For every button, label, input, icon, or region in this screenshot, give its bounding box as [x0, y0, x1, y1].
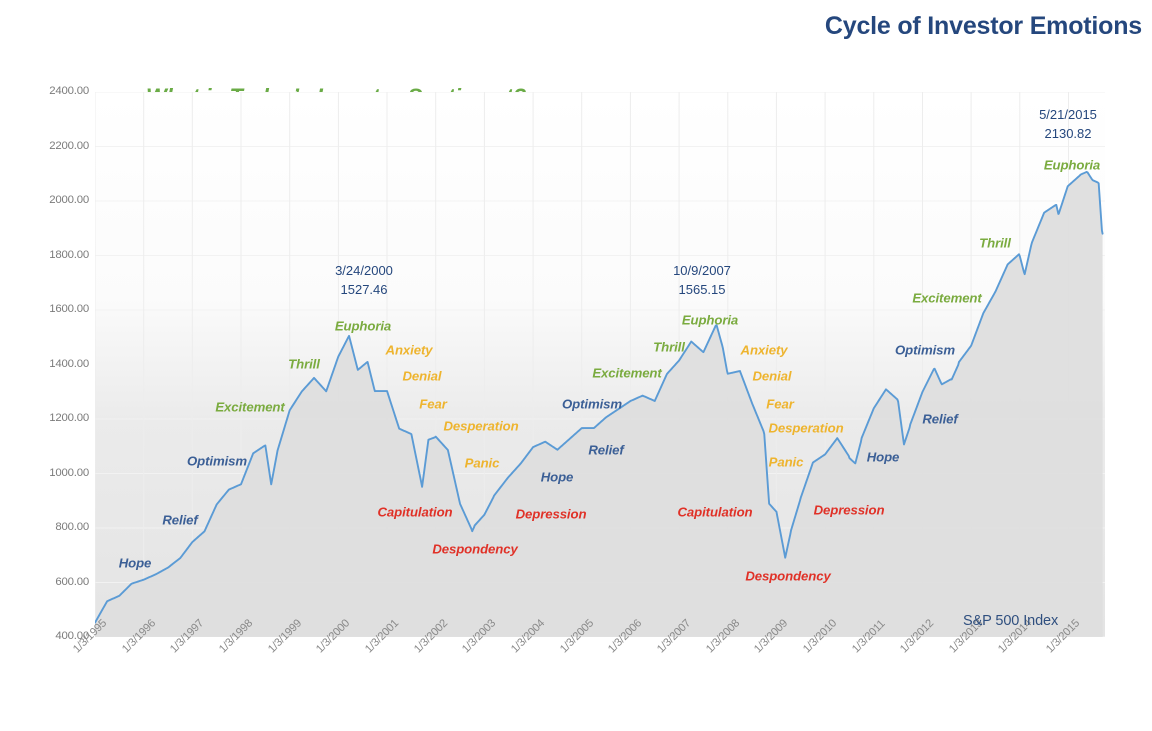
emotion-label-excitement-1: Excitement: [215, 399, 285, 415]
y-axis-tick: 2000.00: [49, 194, 89, 206]
emotion-label-denial-1: Denial: [402, 368, 442, 384]
emotion-label-relief-1: Relief: [162, 512, 198, 528]
peak-date: 5/21/2015: [1039, 107, 1097, 122]
emotion-label-despondency-2: Despondency: [745, 568, 831, 584]
emotion-label-fear-1: Fear: [419, 396, 447, 412]
emotion-label-desperation-1: Desperation: [443, 418, 519, 434]
peak-value: 2130.82: [1044, 125, 1092, 141]
emotion-label-thrill-2: Thrill: [653, 339, 685, 355]
series-legend-label: S&P 500 Index: [963, 613, 1059, 629]
peak-callout-peak-2015: 5/21/2015 2130.82: [1039, 106, 1097, 144]
y-axis-tick: 1400.00: [49, 357, 89, 370]
emotion-label-fear-2: Fear: [766, 396, 794, 412]
emotion-label-optimism-1: Optimism: [186, 453, 248, 469]
emotion-label-relief-2: Relief: [588, 442, 624, 458]
emotion-label-euphoria-3: Euphoria: [1043, 157, 1101, 173]
peak-callout-peak-2000: 3/24/2000 1527.46: [335, 262, 393, 300]
peak-callout-peak-2007: 10/9/2007 1565.15: [673, 262, 731, 300]
emotion-label-hope-2: Hope: [540, 469, 574, 485]
emotion-label-optimism-2: Optimism: [561, 396, 623, 412]
peak-value: 1527.46: [340, 281, 388, 297]
peak-value: 1565.15: [678, 281, 726, 297]
emotion-label-anxiety-1: Anxiety: [385, 342, 433, 358]
emotion-label-anxiety-2: Anxiety: [740, 342, 788, 358]
emotion-label-euphoria-1: Euphoria: [334, 318, 392, 334]
y-axis-tick: 1000.00: [49, 466, 89, 479]
series-svg: [95, 92, 1105, 637]
emotion-label-denial-2: Denial: [752, 368, 792, 384]
plot-area: [95, 92, 1105, 637]
y-axis-tick: 1600.00: [49, 303, 89, 315]
y-axis-tick: 2200.00: [49, 139, 89, 152]
y-axis-tick: 2400.00: [49, 85, 89, 97]
emotion-label-depression-1: Depression: [515, 506, 587, 522]
emotion-label-despondency-1: Despondency: [432, 541, 518, 557]
emotion-label-panic-1: Panic: [464, 455, 500, 471]
emotion-label-desperation-2: Desperation: [768, 420, 844, 436]
y-axis-tick: 400.00: [55, 630, 89, 642]
emotion-label-excitement-3: Excitement: [912, 290, 982, 306]
y-axis-tick: 1800.00: [49, 248, 89, 261]
emotion-label-thrill-3: Thrill: [979, 235, 1011, 251]
emotion-label-euphoria-2: Euphoria: [681, 312, 739, 328]
emotion-label-optimism-3: Optimism: [894, 342, 956, 358]
emotion-label-capitulation-1: Capitulation: [377, 504, 453, 520]
emotion-label-capitulation-2: Capitulation: [677, 504, 753, 520]
y-axis-tick: 1200.00: [49, 412, 89, 424]
y-axis-tick: 600.00: [55, 575, 89, 588]
page-title: Cycle of Investor Emotions: [824, 12, 1142, 40]
emotion-label-panic-2: Panic: [768, 454, 804, 470]
y-axis-tick: 800.00: [55, 521, 89, 533]
peak-date: 3/24/2000: [335, 263, 393, 278]
emotion-label-relief-3: Relief: [922, 411, 958, 427]
emotion-label-hope-3: Hope: [866, 449, 900, 465]
emotion-label-hope-1: Hope: [118, 555, 152, 571]
emotion-label-thrill-1: Thrill: [288, 356, 320, 372]
peak-date: 10/9/2007: [673, 263, 731, 278]
emotion-label-depression-2: Depression: [813, 502, 885, 518]
emotion-label-excitement-2: Excitement: [592, 365, 662, 381]
